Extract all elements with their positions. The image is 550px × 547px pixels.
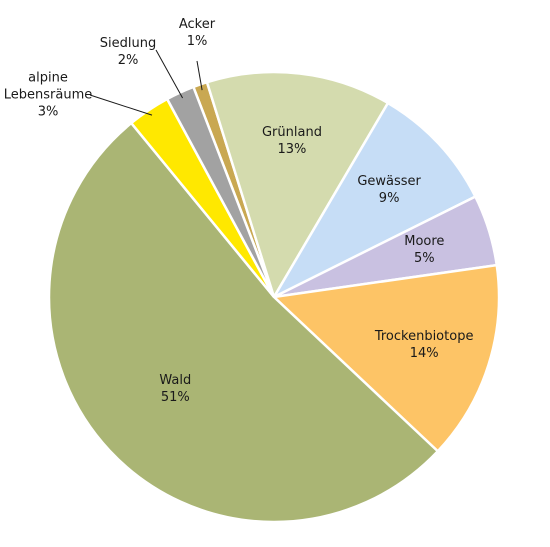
slice-label: Siedlung 2%	[68, 35, 188, 69]
slice-label: alpine Lebensräume 3%	[3, 70, 93, 121]
slice-name: Acker	[178, 17, 216, 32]
slice-name: Gewässer	[357, 173, 421, 189]
slice-label: Acker 1%	[137, 16, 257, 50]
slice-label: Gewässer 9%	[329, 173, 449, 207]
slice-name: Siedlung	[99, 36, 157, 51]
slice-name: Grünland	[261, 124, 322, 140]
pie-slice	[270, 101, 478, 300]
pie-slice	[205, 70, 390, 301]
slice-value: 51%	[160, 390, 190, 406]
slice-name: Wald	[159, 373, 192, 389]
slice-label: Wald 51%	[115, 372, 235, 406]
pie-slice	[47, 121, 440, 524]
slice-label: Trockenbiotope 14%	[364, 328, 484, 362]
slice-value: 14%	[409, 345, 439, 361]
leader-line	[89, 94, 153, 116]
slice-name: alpine Lebensräume	[3, 70, 93, 103]
slice-name: Trockenbiotope	[374, 328, 474, 344]
slice-label: Moore 5%	[364, 233, 484, 267]
slice-value: 5%	[414, 251, 435, 267]
leader-line	[155, 49, 184, 99]
slice-name: Moore	[404, 234, 445, 250]
pie-slice	[271, 263, 501, 454]
slice-value: 1%	[186, 34, 208, 49]
slice-value: 9%	[378, 190, 400, 206]
slice-value: 3%	[37, 104, 59, 120]
slice-value: 13%	[277, 141, 307, 157]
leader-line	[196, 60, 203, 91]
slice-label: Grünland 13%	[232, 124, 352, 158]
slice-value: 2%	[117, 53, 139, 68]
